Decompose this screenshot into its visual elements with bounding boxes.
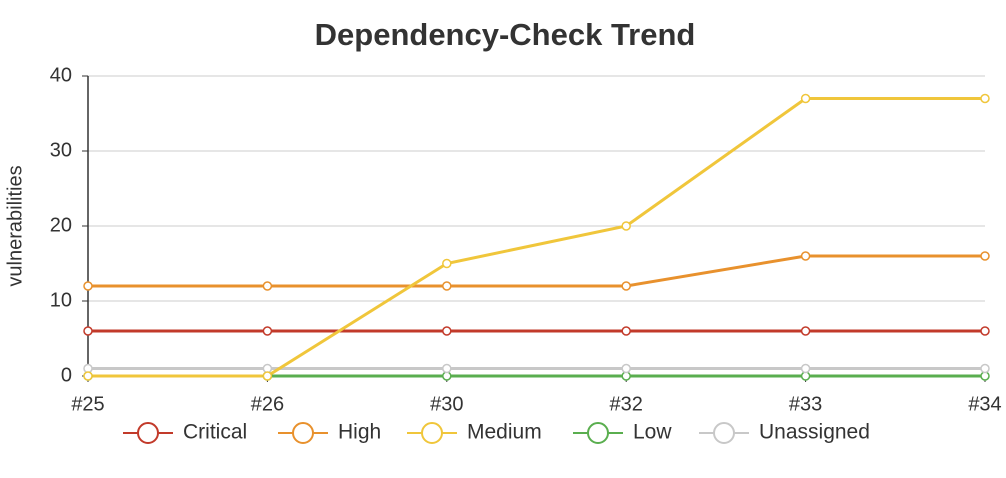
data-point bbox=[621, 326, 631, 336]
series-line bbox=[88, 254, 985, 288]
data-point bbox=[262, 326, 273, 336]
legend-label: Medium bbox=[467, 421, 542, 444]
x-tick-label: #32 bbox=[610, 393, 643, 415]
data-point bbox=[442, 281, 452, 291]
legend-label: High bbox=[338, 421, 381, 444]
data-point bbox=[980, 363, 990, 374]
data-point bbox=[262, 371, 273, 381]
data-point bbox=[621, 221, 631, 231]
data-point bbox=[800, 363, 811, 374]
data-point bbox=[83, 326, 93, 336]
data-point bbox=[800, 326, 811, 336]
legend-label: Critical bbox=[183, 421, 247, 444]
data-point bbox=[83, 281, 93, 291]
legend-marker bbox=[587, 422, 609, 444]
legend-label: Unassigned bbox=[759, 421, 870, 444]
legend-marker bbox=[421, 422, 443, 444]
data-point bbox=[621, 363, 631, 374]
x-tick-label: #33 bbox=[789, 393, 822, 415]
x-tick-label: #34 bbox=[968, 393, 1001, 415]
legend-marker bbox=[713, 422, 735, 444]
data-point bbox=[442, 258, 452, 269]
legend-marker bbox=[292, 422, 314, 444]
data-point bbox=[83, 371, 93, 381]
y-tick-label: 40 bbox=[50, 64, 72, 86]
y-axis-label: vulnerabilities bbox=[4, 165, 26, 286]
data-point bbox=[980, 326, 990, 336]
data-point bbox=[800, 93, 811, 104]
data-point bbox=[262, 281, 273, 291]
data-point bbox=[442, 363, 452, 374]
legend-marker bbox=[137, 422, 159, 444]
data-point bbox=[980, 251, 990, 261]
y-tick-label: 10 bbox=[50, 289, 72, 311]
x-tick-label: #25 bbox=[71, 393, 104, 415]
data-point bbox=[980, 93, 990, 104]
y-tick-label: 0 bbox=[61, 364, 72, 386]
data-point bbox=[800, 251, 811, 261]
data-point bbox=[442, 326, 452, 336]
legend-label: Low bbox=[633, 421, 672, 444]
data-point bbox=[621, 281, 631, 291]
x-tick-label: #30 bbox=[430, 393, 463, 415]
series-line bbox=[88, 97, 985, 378]
x-tick-label: #26 bbox=[251, 393, 284, 415]
y-tick-label: 20 bbox=[50, 214, 72, 236]
y-tick-label: 30 bbox=[50, 139, 72, 161]
chart-title: Dependency-Check Trend bbox=[315, 17, 696, 52]
